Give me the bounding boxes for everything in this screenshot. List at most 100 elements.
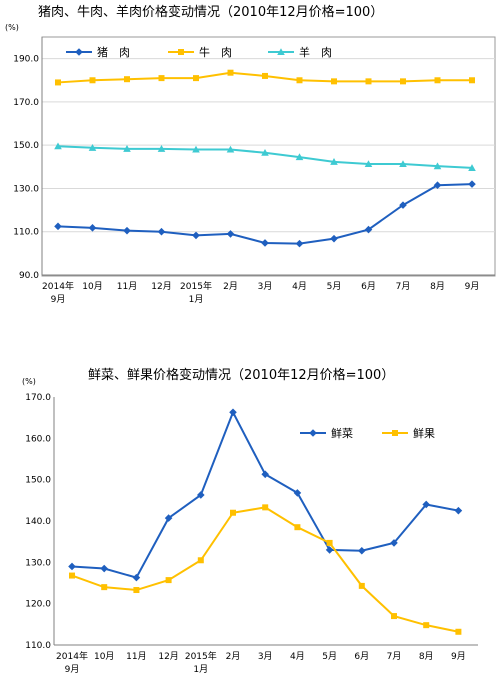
chart-2-data-point (132, 573, 141, 582)
chart-1-data-point (364, 225, 373, 234)
chart-1-data-point (89, 77, 96, 84)
chart-2-data-point (358, 582, 365, 589)
chart-2-ytick-label: 130.0 (25, 558, 51, 568)
chart-1-data-point (400, 78, 406, 85)
chart-1-xtick-label: 11月 (117, 281, 137, 292)
chart-2-data-point (262, 504, 269, 511)
chart-1-xtick-label: 2015年 (180, 280, 212, 292)
chart-2-ytick-label: 120.0 (25, 600, 51, 610)
chart-1-data-point (261, 148, 269, 156)
chart-2-ytick-label: 160.0 (25, 434, 51, 444)
chart-2-data-point (133, 587, 140, 594)
chart-1-xtick-label: 6月 (361, 281, 376, 292)
chart-1-data-point (433, 181, 442, 190)
chart-1-svg: 猪肉、牛肉、羊肉价格变动情况（2010年12月价格=100） (%) 90.0 1… (5, 4, 496, 305)
chart-1-data-point (54, 142, 62, 150)
chart-2-unit: (%) (22, 377, 36, 386)
chart-1-data-point (158, 75, 165, 82)
chart-2-data-point (164, 514, 173, 522)
chart-2-series-line (71, 409, 459, 579)
chart-1-data-point (469, 77, 475, 84)
chart-1-data-point (192, 145, 200, 153)
chart-2-xtick-label: 7月 (387, 651, 402, 662)
chart-1-data-point (330, 234, 338, 243)
chart-1-data-point (468, 180, 476, 188)
chart-2-xtick-label: 9月 (451, 651, 466, 662)
chart-2-xtick-label: 9月 (65, 664, 80, 675)
chart-2-xtick-label: 10月 (94, 651, 114, 662)
chart-1-ytick-label: 170.0 (13, 98, 39, 108)
chart-1-data-point (55, 79, 61, 86)
chart-2-data-point (197, 557, 204, 564)
chart-1-ytick-label: 190.0 (13, 55, 39, 65)
chart-1-data-point (88, 224, 97, 232)
chart-1-data-point (331, 78, 337, 85)
chart-2-data-point (293, 489, 302, 497)
chart-2-title: 鲜菜、鲜果价格变动情况（2010年12月价格=100） (88, 367, 394, 383)
chart-1-ytick-label: 110.0 (13, 228, 39, 238)
chart-2-legend-label: 鲜菜 (331, 426, 353, 440)
chart-1-data-point (399, 160, 407, 168)
chart-1-legend-label: 猪 肉 (97, 46, 130, 59)
chart-2-series-line (71, 506, 459, 633)
chart-2-ytick-label: 170.0 (25, 393, 51, 403)
chart-1-xtick-label: 9月 (51, 294, 66, 305)
chart-2-data-point (68, 562, 76, 571)
chart-1-data-point (295, 153, 304, 161)
chart-1-data-point (262, 72, 268, 79)
chart-1-xtick-label: 2014年 (42, 280, 74, 292)
chart-2-data-point (101, 584, 108, 591)
chart-2-xtick-label: 3月 (258, 651, 273, 662)
chart-1-data-point (365, 78, 372, 85)
chart-2-data-point (229, 408, 237, 417)
chart-2-svg: 鲜菜、鲜果价格变动情况（2010年12月价格=100） (%) 110.0 120… (22, 367, 478, 675)
chart-1-legend-marker (75, 48, 83, 56)
chart-2-ytick-label: 150.0 (25, 476, 51, 486)
chart-1-data-point (364, 160, 373, 168)
chart-2-ytick-label: 110.0 (25, 641, 51, 651)
chart-1-data-point (434, 77, 441, 84)
chart-2-legend-marker (309, 429, 317, 437)
chart-2-data-point (455, 628, 462, 635)
chart-1-xtick-label: 12月 (151, 281, 171, 292)
chart-2-data-point (454, 506, 463, 515)
chart-1-ytick-label: 150.0 (13, 141, 39, 151)
chart-1-xtick-label: 9月 (465, 281, 480, 292)
chart-1-data-point (330, 158, 338, 165)
chart-2-data-point (423, 622, 430, 629)
chart-2-data-point (261, 470, 269, 479)
chart-2-xtick-label: 5月 (322, 651, 337, 662)
chart-1-xtick-label: 10月 (82, 281, 102, 292)
chart-1-legend-marker (277, 48, 285, 56)
chart-1-title: 猪肉、牛肉、羊肉价格变动情况（2010年12月价格=100） (38, 4, 383, 20)
chart-1-data-point (226, 145, 235, 153)
chart-1-xtick-label: 8月 (430, 281, 445, 292)
chart-2-ytick-label: 140.0 (25, 517, 51, 527)
chart-2-data-point (422, 500, 430, 509)
chart-1-legend-label: 羊 肉 (299, 45, 332, 59)
chart-1-data-point (227, 69, 234, 76)
chart-1-ytick-label: 90.0 (19, 271, 39, 281)
chart-1-xtick-label: 2月 (223, 281, 238, 292)
chart-2-data-point (390, 539, 398, 547)
chart-2-data-point (230, 509, 236, 516)
chart-1-data-point (193, 75, 199, 82)
chart-1-data-point (295, 239, 304, 248)
chart-2-xtick-label: 1月 (193, 664, 208, 675)
chart-2-xtick-label: 2014年 (56, 650, 88, 662)
chart-1-ytick-label: 130.0 (13, 184, 39, 194)
chart-1-legend-label: 牛 肉 (199, 45, 232, 59)
chart-1-data-point (88, 143, 97, 151)
chart-2-data-point (69, 572, 75, 579)
chart-1-xtick-label: 7月 (396, 281, 411, 292)
chart-1-data-point (226, 230, 235, 238)
chart-1-data-point (124, 76, 130, 83)
chart-2-data-point (391, 613, 397, 620)
chart-1-xtick-label: 5月 (327, 281, 342, 292)
chart-1-unit: (%) (5, 23, 19, 32)
chart-1-data-point (261, 239, 269, 247)
chart-2-data-point (325, 546, 334, 554)
chart-2-xtick-label: 2015年 (185, 650, 217, 662)
chart-1-legend-marker (178, 49, 184, 55)
chart-1-xtick-label: 1月 (189, 294, 204, 305)
